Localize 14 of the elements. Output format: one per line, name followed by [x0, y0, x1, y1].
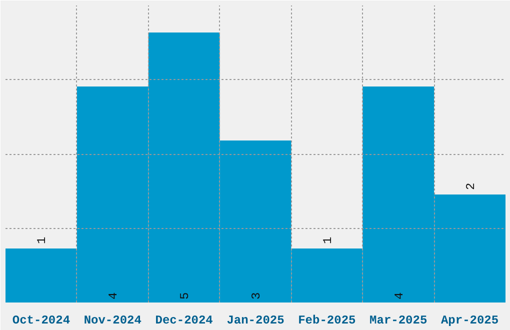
data-label: 3	[250, 292, 264, 300]
x-tick-label: Oct-2024	[12, 314, 70, 328]
data-label: 5	[178, 292, 192, 300]
data-label: 1	[320, 236, 335, 244]
data-label: 4	[106, 292, 121, 300]
x-tick-label: Mar-2025	[370, 314, 428, 328]
x-tick-label: Jan-2025	[226, 314, 284, 328]
x-tick-label: Nov-2024	[84, 314, 142, 328]
data-label: 4	[392, 292, 406, 300]
x-tick-label: Dec-2024	[155, 314, 213, 328]
x-tick-label: Apr-2025	[440, 314, 499, 328]
data-label: 2	[464, 182, 478, 190]
x-tick-label: Feb-2025	[298, 314, 356, 328]
data-label: 1	[35, 236, 50, 244]
